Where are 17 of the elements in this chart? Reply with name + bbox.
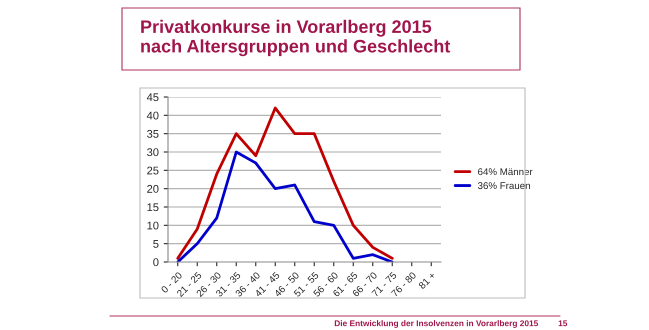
y-tick-label: 35: [147, 130, 159, 138]
line-series: [176, 106, 394, 260]
y-tick-label: 10: [147, 222, 159, 230]
x-tick-label: 81 +: [418, 272, 436, 290]
legend-label: 36% Frauen: [478, 182, 530, 190]
y-tick-label: 20: [147, 184, 159, 193]
text: Die Entwicklung der Insolvenzen in Vorarlberg 2015: [334, 320, 538, 328]
y-tick-label: 40: [146, 112, 159, 120]
y-tick-label: 0: [153, 258, 159, 266]
y-tick-label: 30: [147, 148, 159, 156]
text: 15: [558, 320, 568, 326]
y-tick-label: 15: [147, 203, 159, 212]
chart-title: Privatkonkurse in Vorarlberg 2015 nach Altersgruppen und Geschlecht: [141, 20, 450, 56]
y-tick-label: 45: [146, 93, 159, 102]
y-tick-label: 25: [147, 166, 159, 174]
y-tick-label: 5: [153, 240, 159, 248]
line-series: [176, 150, 394, 262]
